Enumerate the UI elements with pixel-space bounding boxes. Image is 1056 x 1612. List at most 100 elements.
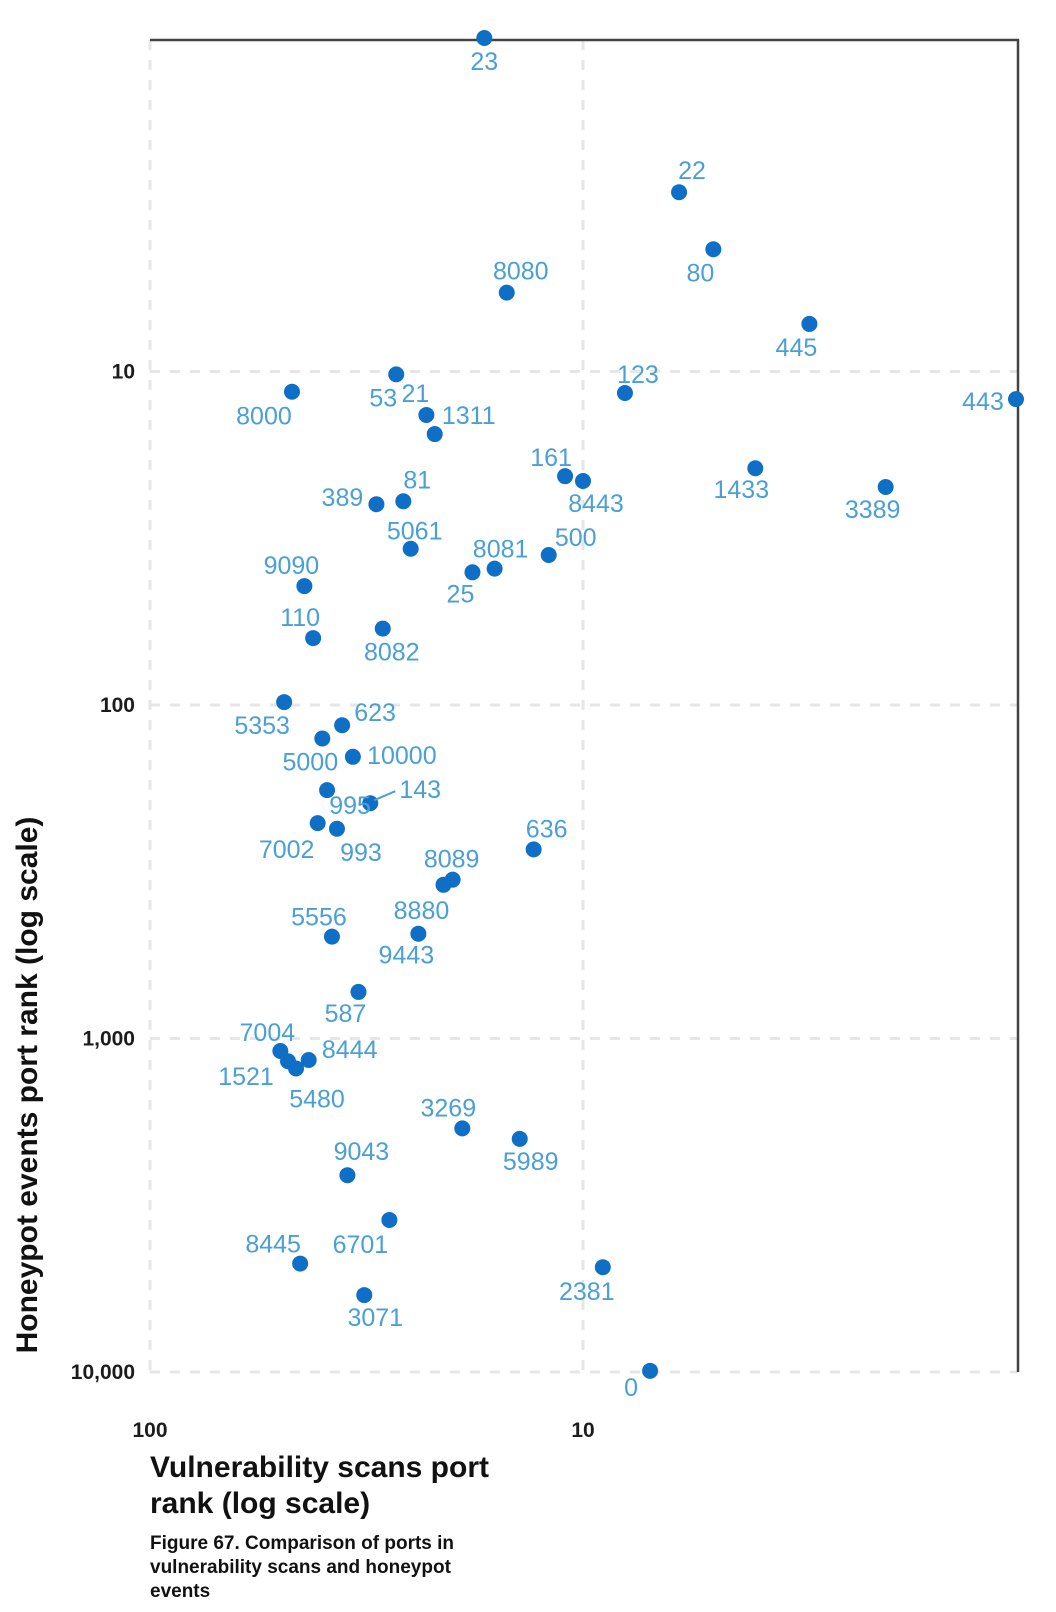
data-point-3389 xyxy=(877,479,894,496)
grid-lines xyxy=(148,40,1018,1374)
data-point-443 xyxy=(1008,391,1024,408)
data-label-1311: 1311 xyxy=(442,402,496,430)
data-point-80 xyxy=(705,241,722,258)
data-label-8080: 8080 xyxy=(493,258,549,286)
data-point-5556 xyxy=(323,928,340,945)
data-label-636: 636 xyxy=(526,815,568,843)
data-label-9043: 9043 xyxy=(334,1138,390,1166)
figure-caption: Figure 67. Comparison of ports in vulner… xyxy=(150,1533,455,1602)
data-label-8444: 8444 xyxy=(322,1036,378,1064)
data-label-10000: 10000 xyxy=(367,742,437,770)
data-point-636 xyxy=(525,841,542,858)
data-point-8443 xyxy=(575,473,591,490)
data-label-7004: 7004 xyxy=(240,1019,296,1047)
data-point-21 xyxy=(418,406,435,423)
data-point-0 xyxy=(642,1362,659,1379)
data-label-7002: 7002 xyxy=(259,836,315,864)
data-label-5989: 5989 xyxy=(503,1148,559,1176)
data-point-10000 xyxy=(344,748,361,765)
data-label-22: 22 xyxy=(678,157,706,185)
data-label-161: 161 xyxy=(530,444,572,472)
y-tick-label: 1,000 xyxy=(82,1028,135,1051)
data-point-161 xyxy=(557,468,574,485)
data-label-8081: 8081 xyxy=(473,536,529,564)
data-point-5000 xyxy=(314,730,331,747)
data-point-6701 xyxy=(381,1211,398,1228)
data-label-8443: 8443 xyxy=(568,490,624,518)
data-label-445: 445 xyxy=(776,334,818,362)
data-label-25: 25 xyxy=(447,580,475,608)
data-point-623 xyxy=(334,717,351,734)
data-label-5061: 5061 xyxy=(387,518,443,546)
data-label-443: 443 xyxy=(962,388,1004,416)
data-label-53: 53 xyxy=(369,384,397,412)
data-point-8880 xyxy=(435,876,452,893)
data-point-3071 xyxy=(356,1287,373,1304)
data-point-445 xyxy=(801,315,818,332)
data-point-995 xyxy=(319,782,336,799)
data-label-110: 110 xyxy=(280,604,320,632)
data-point-8081 xyxy=(486,560,503,577)
y-tick-label: 100 xyxy=(100,694,135,717)
data-label-81: 81 xyxy=(403,466,431,494)
data-label-2381: 2381 xyxy=(559,1278,615,1306)
data-point-5353 xyxy=(276,694,293,711)
data-point-9090 xyxy=(296,578,313,595)
data-label-587: 587 xyxy=(325,1000,367,1028)
x-tick-label: 100 xyxy=(132,1419,167,1442)
data-label-3269: 3269 xyxy=(420,1094,476,1122)
data-label-8089: 8089 xyxy=(424,846,480,874)
data-label-3071: 3071 xyxy=(347,1304,403,1332)
data-point-7002 xyxy=(309,815,326,832)
data-label-995: 995 xyxy=(329,792,371,820)
data-point-8082 xyxy=(374,620,391,637)
axes xyxy=(150,38,1020,1372)
data-point-9443 xyxy=(410,925,427,942)
data-point-23 xyxy=(476,30,493,46)
data-label-389: 389 xyxy=(322,484,364,512)
data-point-5989 xyxy=(511,1130,528,1147)
axis-frame xyxy=(150,38,1020,1372)
data-point-81 xyxy=(395,493,412,510)
data-point-110 xyxy=(305,630,322,647)
y-tick-label: 10 xyxy=(112,361,135,384)
data-point-2381 xyxy=(594,1259,611,1276)
data-point-587 xyxy=(350,983,367,1000)
y-tick-label: 10,000 xyxy=(71,1361,135,1384)
y-axis-label: Honeypot events port rank (log scale) xyxy=(11,817,44,1354)
data-point-5480 xyxy=(288,1060,305,1077)
data-point-8444 xyxy=(300,1051,317,1068)
data-points xyxy=(272,30,1024,1379)
data-point-123 xyxy=(616,384,633,401)
data-point-1433 xyxy=(747,460,764,477)
data-label-1433: 1433 xyxy=(713,476,769,504)
data-label-9090: 9090 xyxy=(264,552,320,580)
data-label-80: 80 xyxy=(686,259,714,287)
data-label-21: 21 xyxy=(401,380,429,408)
data-label-5353: 5353 xyxy=(234,712,290,740)
data-label-9443: 9443 xyxy=(379,942,435,970)
data-point-993 xyxy=(328,820,345,837)
data-label-1521: 1521 xyxy=(218,1063,274,1091)
data-label-5480: 5480 xyxy=(289,1085,345,1113)
data-label-23: 23 xyxy=(470,48,498,76)
data-label-8000: 8000 xyxy=(236,403,292,431)
data-point-5061 xyxy=(402,540,419,557)
data-point-1311 xyxy=(426,426,443,443)
data-point-8000 xyxy=(283,383,300,400)
data-label-0: 0 xyxy=(624,1374,638,1402)
data-point-8080 xyxy=(498,284,515,301)
tick-labels: 100 10 10 100 1,000 10,000 xyxy=(71,361,595,1443)
data-label-5000: 5000 xyxy=(282,748,338,776)
data-point-389 xyxy=(368,496,385,513)
data-label-500: 500 xyxy=(555,524,597,552)
data-point-25 xyxy=(464,564,481,581)
data-label-3389: 3389 xyxy=(845,496,901,524)
data-point-22 xyxy=(671,184,688,201)
x-axis-label: Vulnerability scans port rank (log scale… xyxy=(150,1451,489,1520)
data-label-5556: 5556 xyxy=(291,904,347,932)
data-label-123: 123 xyxy=(617,361,659,389)
data-label-143: 143 xyxy=(399,776,441,804)
data-point-8445 xyxy=(292,1255,309,1272)
